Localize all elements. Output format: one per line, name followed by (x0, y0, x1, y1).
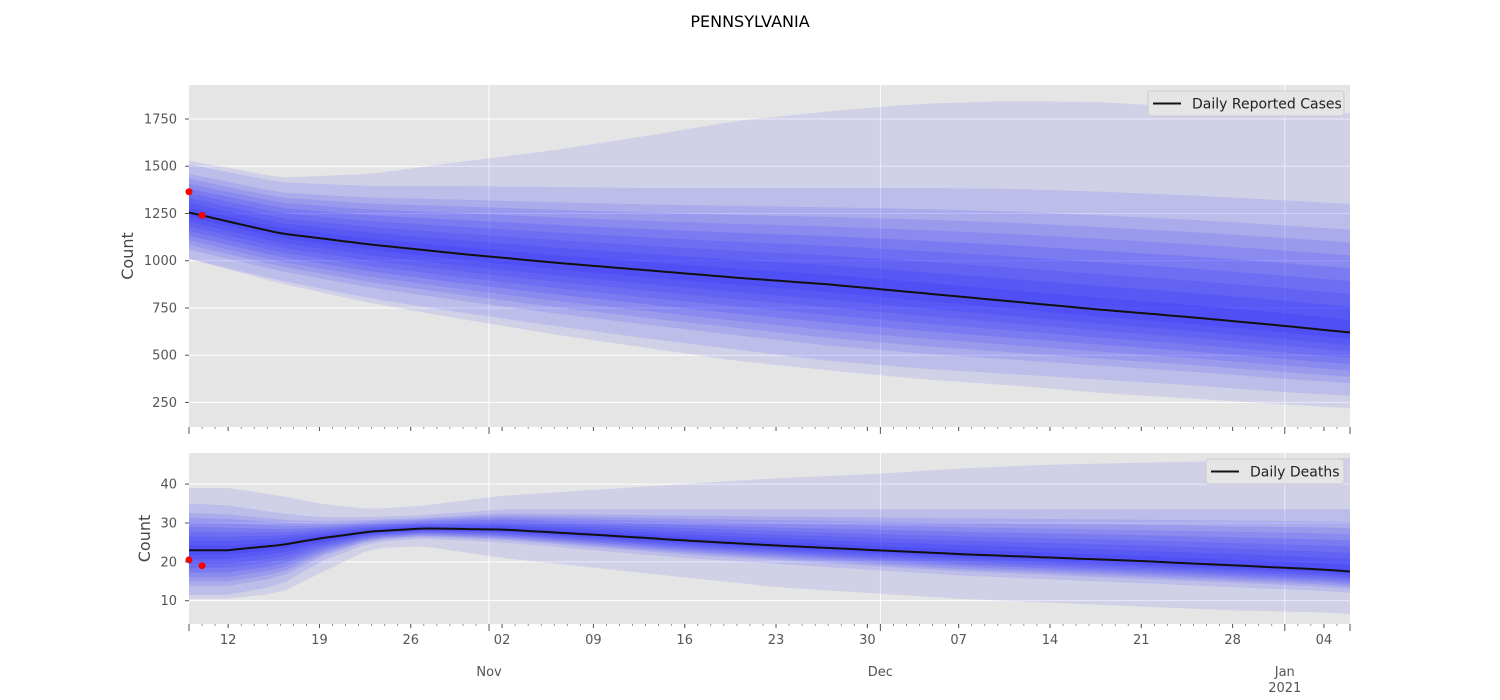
x-tick-label: 02 (494, 633, 511, 648)
y-tick-label: 750 (152, 301, 177, 316)
y-tick-label: 500 (152, 349, 177, 364)
y-axis-label: Count (118, 232, 137, 280)
x-year-label: 2021 (1268, 681, 1301, 696)
legend-box (1205, 458, 1345, 485)
forecast-band-3 (189, 512, 1350, 589)
forecast-band-5 (189, 183, 1350, 371)
median-line (188, 211, 1351, 334)
forecast-band-8 (189, 523, 1350, 578)
x-tick-label: 23 (768, 633, 785, 648)
legend-box (1147, 90, 1345, 117)
panel-1: 250 500 750 1000 1250 1500 1750 Count Daily Repo… (118, 85, 1351, 434)
forecast-band-5 (189, 517, 1350, 585)
y-tick-label: 20 (160, 555, 177, 570)
y-tick-label: 30 (160, 516, 177, 531)
y-tick-label: 40 (160, 478, 177, 493)
observed-point (185, 556, 193, 564)
x-tick-label: 30 (859, 633, 876, 648)
legend-label: Daily Reported Cases (1192, 97, 1342, 113)
legend-label: Daily Deaths (1250, 465, 1340, 481)
x-month-label: Nov (476, 665, 502, 680)
plot-area (189, 453, 1350, 624)
observed-point (198, 562, 206, 570)
y-tick-label: 250 (152, 396, 177, 411)
forecast-band-9 (189, 525, 1350, 576)
x-month-label: Dec (868, 665, 893, 680)
forecast-band-6 (189, 519, 1350, 583)
forecast-band-7 (189, 193, 1350, 358)
y-tick-label: 1250 (144, 207, 177, 222)
x-tick-label: 19 (311, 633, 328, 648)
figure-title: PENNSYLVANIA (690, 12, 809, 31)
forecast-band-4 (189, 515, 1350, 587)
forecast-band-2 (189, 503, 1350, 595)
forecast-band-9 (189, 202, 1350, 346)
forecast-band-8 (189, 198, 1350, 352)
forecast-band-1 (189, 457, 1350, 615)
x-month-label: Jan (1274, 665, 1295, 680)
x-tick-label: 09 (585, 633, 602, 648)
x-tick-label: 21 (1133, 633, 1150, 648)
forecast-band-3 (189, 174, 1350, 384)
legend: Daily Deaths (1205, 458, 1345, 485)
fan-chart (189, 101, 1350, 409)
forecast-band-7 (189, 521, 1350, 581)
x-tick-label: 28 (1224, 633, 1241, 648)
legend: Daily Reported Cases (1147, 90, 1345, 117)
panel-2: 10 20 30 40 Count Daily Deaths (135, 453, 1351, 631)
forecast-band-6 (189, 188, 1350, 365)
chart-layer: 250 500 750 1000 1250 1500 1750 Count Daily Repo… (118, 85, 1351, 696)
plot-area (189, 85, 1350, 427)
y-tick-label: 10 (160, 594, 177, 609)
x-tick-label: 26 (402, 633, 419, 648)
x-tick-label: 14 (1042, 633, 1059, 648)
y-tick-label: 1000 (144, 254, 177, 269)
fan-chart (189, 457, 1350, 615)
observed-point (185, 188, 193, 196)
x-tick-label: 07 (950, 633, 967, 648)
x-tick-label: 12 (220, 633, 237, 648)
forecast-band-4 (189, 178, 1350, 377)
observed-point (198, 211, 206, 219)
y-tick-label: 1750 (144, 113, 177, 128)
x-tick-label: 16 (676, 633, 693, 648)
y-tick-label: 1500 (144, 160, 177, 175)
y-axis-label: Count (135, 515, 154, 563)
forecast-band-1 (189, 101, 1350, 409)
x-tick-label: 04 (1316, 633, 1333, 648)
median-line (189, 527, 1351, 573)
